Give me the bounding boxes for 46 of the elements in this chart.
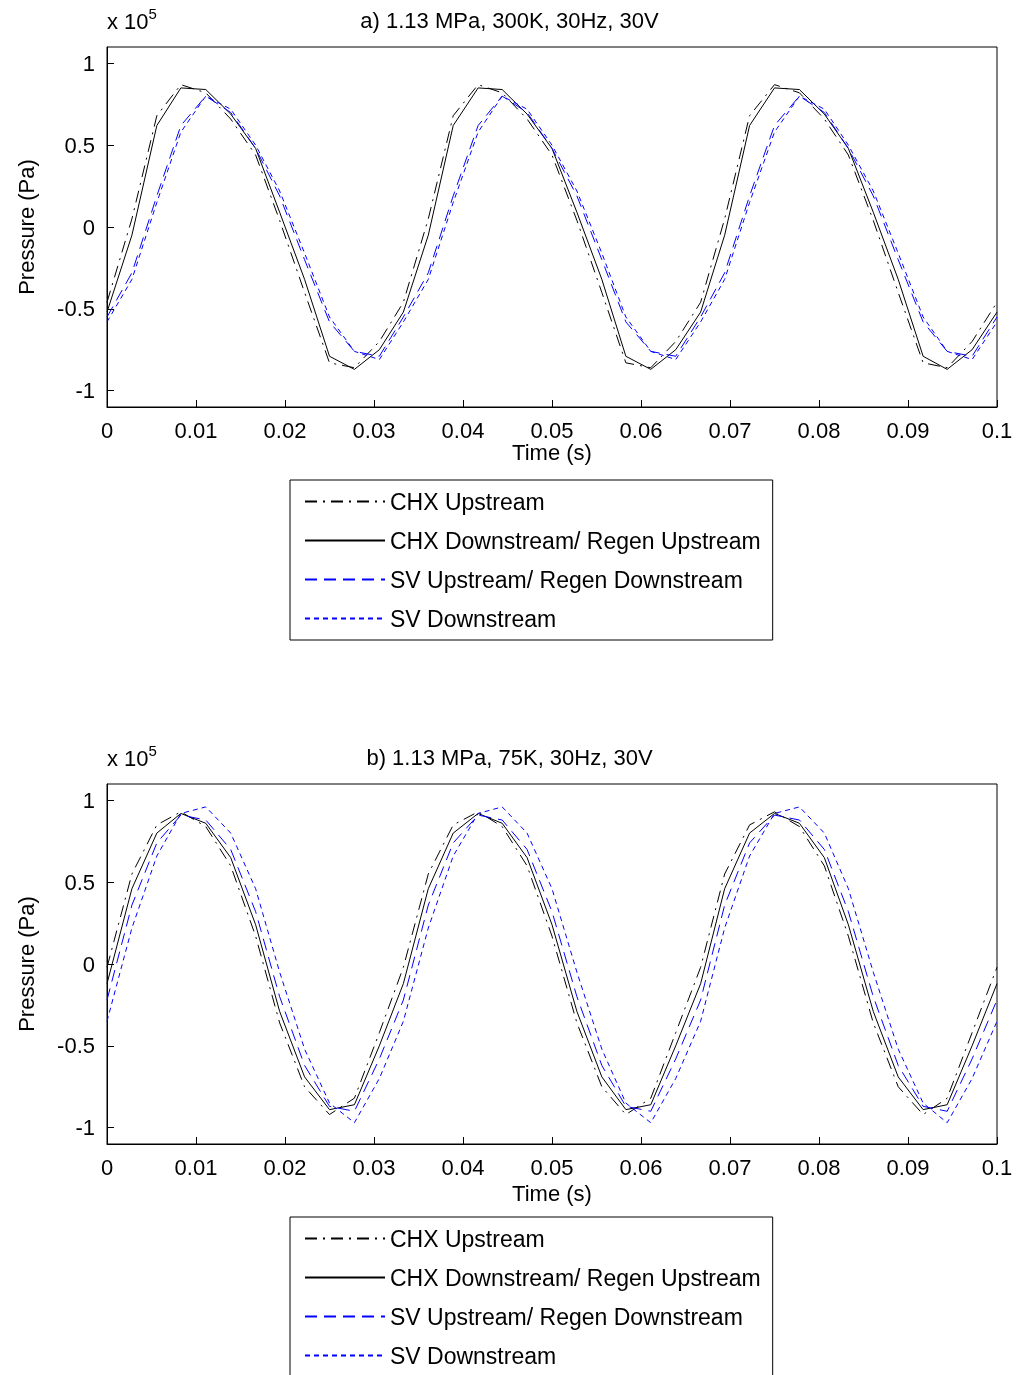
x-tick-label: 0 [100, 417, 114, 443]
x-tick-label: 0.08 [797, 1154, 841, 1180]
legend-label: SV Upstream/ Regen Downstream [390, 566, 743, 593]
y-tick-label: -1 [75, 378, 95, 404]
legend-label: CHX Upstream [390, 1225, 545, 1252]
x-tick-label: 0.09 [886, 1154, 930, 1180]
y-tick-label: -0.5 [57, 1033, 95, 1059]
x-tick-label: 0.03 [352, 1154, 396, 1180]
x-tick-label: 0.05 [530, 417, 574, 443]
x-tick-label: 0.03 [352, 417, 396, 443]
legend-label: SV Downstream [390, 605, 557, 632]
chart-title: a) 1.13 MPa, 300K, 30Hz, 30V [360, 7, 660, 33]
x-tick-label: 0.06 [619, 1154, 663, 1180]
legend-label: CHX Downstream/ Regen Upstream [390, 527, 761, 554]
x-tick-label: 0.06 [619, 417, 663, 443]
chart-title: b) 1.13 MPa, 75K, 30Hz, 30V [366, 744, 653, 770]
legend-label: SV Downstream [390, 1342, 557, 1369]
y-tick-label: 0 [82, 214, 95, 240]
x-tick-label: 0.04 [441, 1154, 485, 1180]
y-tick-label: 1 [82, 787, 95, 813]
x-tick-label: 0.01 [174, 417, 218, 443]
y-tick-label: 1 [82, 50, 95, 76]
x-tick-label: 0.02 [263, 417, 307, 443]
x-tick-label: 0.08 [797, 417, 841, 443]
y-axis-title: Pressure (Pa) [13, 896, 39, 1032]
y-tick-label: -0.5 [57, 296, 95, 322]
x-tick-label: 0.05 [530, 1154, 574, 1180]
y-tick-label: 0.5 [64, 132, 95, 158]
y-axis-title: Pressure (Pa) [13, 159, 39, 295]
x-axis-title: Time (s) [512, 440, 592, 466]
x-tick-label: 0.1 [981, 1154, 1013, 1180]
x-tick-label: 0.01 [174, 1154, 218, 1180]
legend-label: SV Upstream/ Regen Downstream [390, 1303, 743, 1330]
x-tick-label: 0 [100, 1154, 114, 1180]
y-tick-label: -1 [75, 1115, 95, 1141]
legend-label: CHX Downstream/ Regen Upstream [390, 1264, 761, 1291]
y-tick-label: 0 [82, 951, 95, 977]
x-axis-title: Time (s) [512, 1181, 592, 1207]
x-tick-label: 0.07 [708, 1154, 752, 1180]
x-tick-label: 0.07 [708, 417, 752, 443]
x-tick-label: 0.1 [981, 417, 1013, 443]
x-tick-label: 0.04 [441, 417, 485, 443]
x-tick-label: 0.09 [886, 417, 930, 443]
legend-label: CHX Upstream [390, 488, 545, 515]
x-tick-label: 0.02 [263, 1154, 307, 1180]
y-tick-label: 0.5 [64, 869, 95, 895]
